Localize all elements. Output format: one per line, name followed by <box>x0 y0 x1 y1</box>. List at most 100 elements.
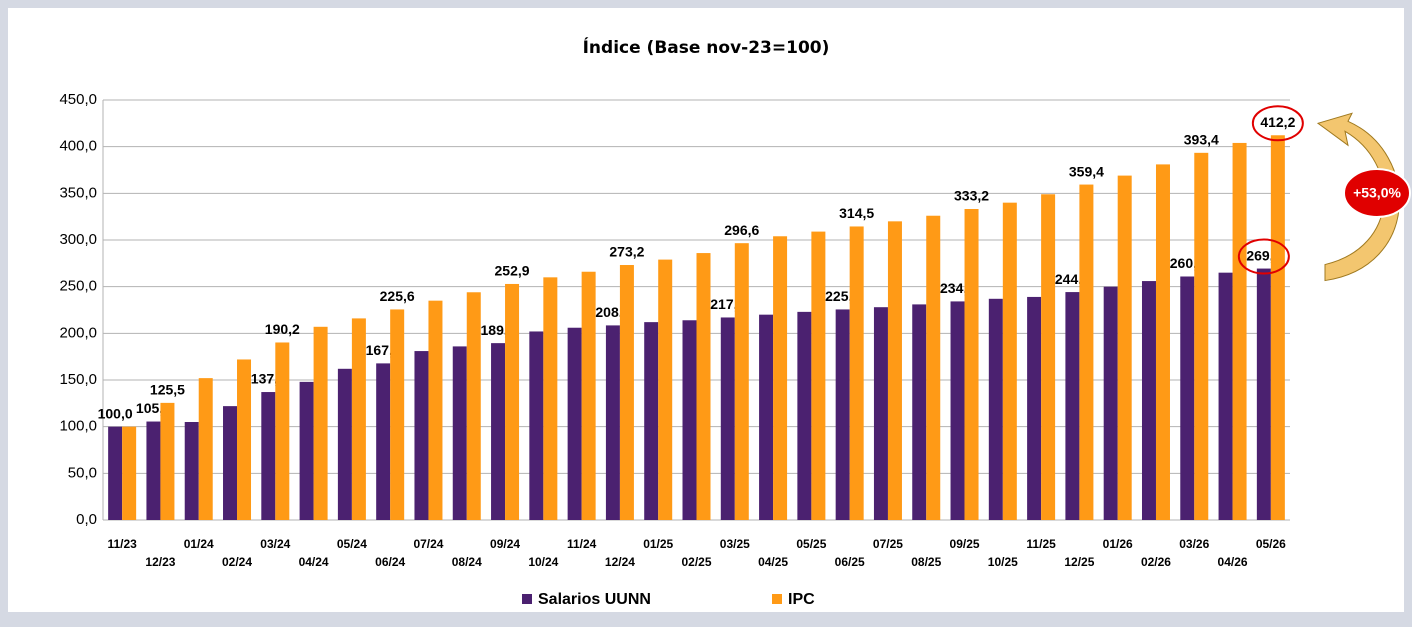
value-label: 125,5 <box>150 382 185 398</box>
y-tick-label: 250,0 <box>59 278 97 295</box>
highlight-circle <box>1251 105 1304 142</box>
y-tick-label: 200,0 <box>59 324 97 341</box>
x-tick-label: 01/26 <box>1103 537 1133 551</box>
bar <box>1141 281 1156 520</box>
legend-swatch <box>772 594 782 604</box>
x-tick-label: 02/24 <box>222 555 252 569</box>
bar <box>299 381 314 520</box>
bar <box>849 226 864 520</box>
value-label: 393,4 <box>1184 132 1219 148</box>
legend-label: Salarios UUNN <box>538 591 651 608</box>
annotation-badge <box>1343 168 1411 218</box>
x-tick-label: 05/24 <box>337 537 367 551</box>
value-label: 296,6 <box>724 222 759 238</box>
bar <box>682 320 697 520</box>
bar <box>198 378 213 520</box>
x-tick-label: 07/24 <box>413 537 443 551</box>
bar <box>887 221 902 521</box>
bar <box>1041 194 1056 520</box>
x-tick-label: 11/23 <box>107 537 137 551</box>
highlight-circle <box>1237 238 1290 275</box>
bar <box>567 327 582 520</box>
y-tick-label: 350,0 <box>59 184 97 201</box>
bar <box>759 314 774 520</box>
bar <box>658 259 673 520</box>
bar <box>1117 175 1132 520</box>
x-tick-label: 09/24 <box>490 537 520 551</box>
bar <box>452 346 467 520</box>
bar <box>1232 142 1247 520</box>
x-tick-label: 02/26 <box>1141 555 1171 569</box>
bar <box>811 231 826 520</box>
bar <box>912 304 927 520</box>
bar <box>696 253 711 521</box>
y-tick-label: 150,0 <box>59 371 97 388</box>
x-tick-label: 05/25 <box>796 537 826 551</box>
bar <box>720 317 735 520</box>
bar <box>1103 286 1118 520</box>
bar <box>605 325 620 520</box>
x-tick-label: 08/25 <box>911 555 941 569</box>
bar <box>926 215 941 520</box>
x-tick-label: 11/24 <box>567 537 597 551</box>
x-tick-label: 04/26 <box>1218 555 1248 569</box>
legend-label: IPC <box>788 591 815 608</box>
y-tick-label: 100,0 <box>59 418 97 435</box>
bar <box>376 363 391 520</box>
y-tick-label: 300,0 <box>59 231 97 248</box>
x-tick-label: 06/25 <box>835 555 865 569</box>
value-label: 225,6 <box>380 288 415 304</box>
legend-swatch <box>522 594 532 604</box>
y-tick-label: 50,0 <box>68 464 97 481</box>
bar <box>160 402 175 520</box>
bar <box>988 298 1003 520</box>
x-tick-label: 12/23 <box>145 555 175 569</box>
bar <box>428 300 443 520</box>
bar <box>734 243 749 520</box>
value-label: 273,2 <box>609 244 644 260</box>
bar <box>1002 202 1017 520</box>
bar <box>797 311 812 520</box>
bar <box>529 331 544 520</box>
bar <box>1270 135 1285 520</box>
bar <box>1079 184 1094 520</box>
x-tick-label: 12/25 <box>1064 555 1094 569</box>
bar <box>313 326 328 520</box>
bar <box>275 342 290 520</box>
x-tick-label: 04/25 <box>758 555 788 569</box>
bar <box>491 343 506 520</box>
value-label: 190,2 <box>265 321 300 337</box>
x-tick-label: 09/25 <box>950 537 980 551</box>
value-label: 333,2 <box>954 188 989 204</box>
bar <box>505 283 520 520</box>
bar <box>1194 152 1209 520</box>
x-tick-label: 10/25 <box>988 555 1018 569</box>
bar <box>1256 268 1271 520</box>
bar <box>146 421 161 520</box>
chart-title: Índice (Base nov-23=100) <box>583 36 830 58</box>
bar <box>1065 292 1080 520</box>
bar <box>773 236 788 520</box>
arrow <box>1316 112 1400 282</box>
bar <box>184 422 199 520</box>
y-tick-label: 450,0 <box>59 91 97 108</box>
bar <box>261 392 276 520</box>
bar <box>223 406 238 520</box>
x-tick-label: 11/25 <box>1026 537 1056 551</box>
bar <box>466 292 481 520</box>
bar <box>835 309 850 520</box>
x-tick-label: 01/25 <box>643 537 673 551</box>
bar <box>1155 164 1170 520</box>
bar <box>108 426 123 520</box>
bar <box>390 309 405 520</box>
x-tick-label: 03/25 <box>720 537 750 551</box>
bar <box>619 265 634 520</box>
bar <box>543 277 558 520</box>
bar <box>1180 276 1195 520</box>
x-tick-label: 05/26 <box>1256 537 1286 551</box>
bar <box>950 301 965 520</box>
x-tick-label: 04/24 <box>299 555 329 569</box>
bar <box>1218 272 1233 520</box>
annotation: +53,0% <box>1353 185 1401 201</box>
